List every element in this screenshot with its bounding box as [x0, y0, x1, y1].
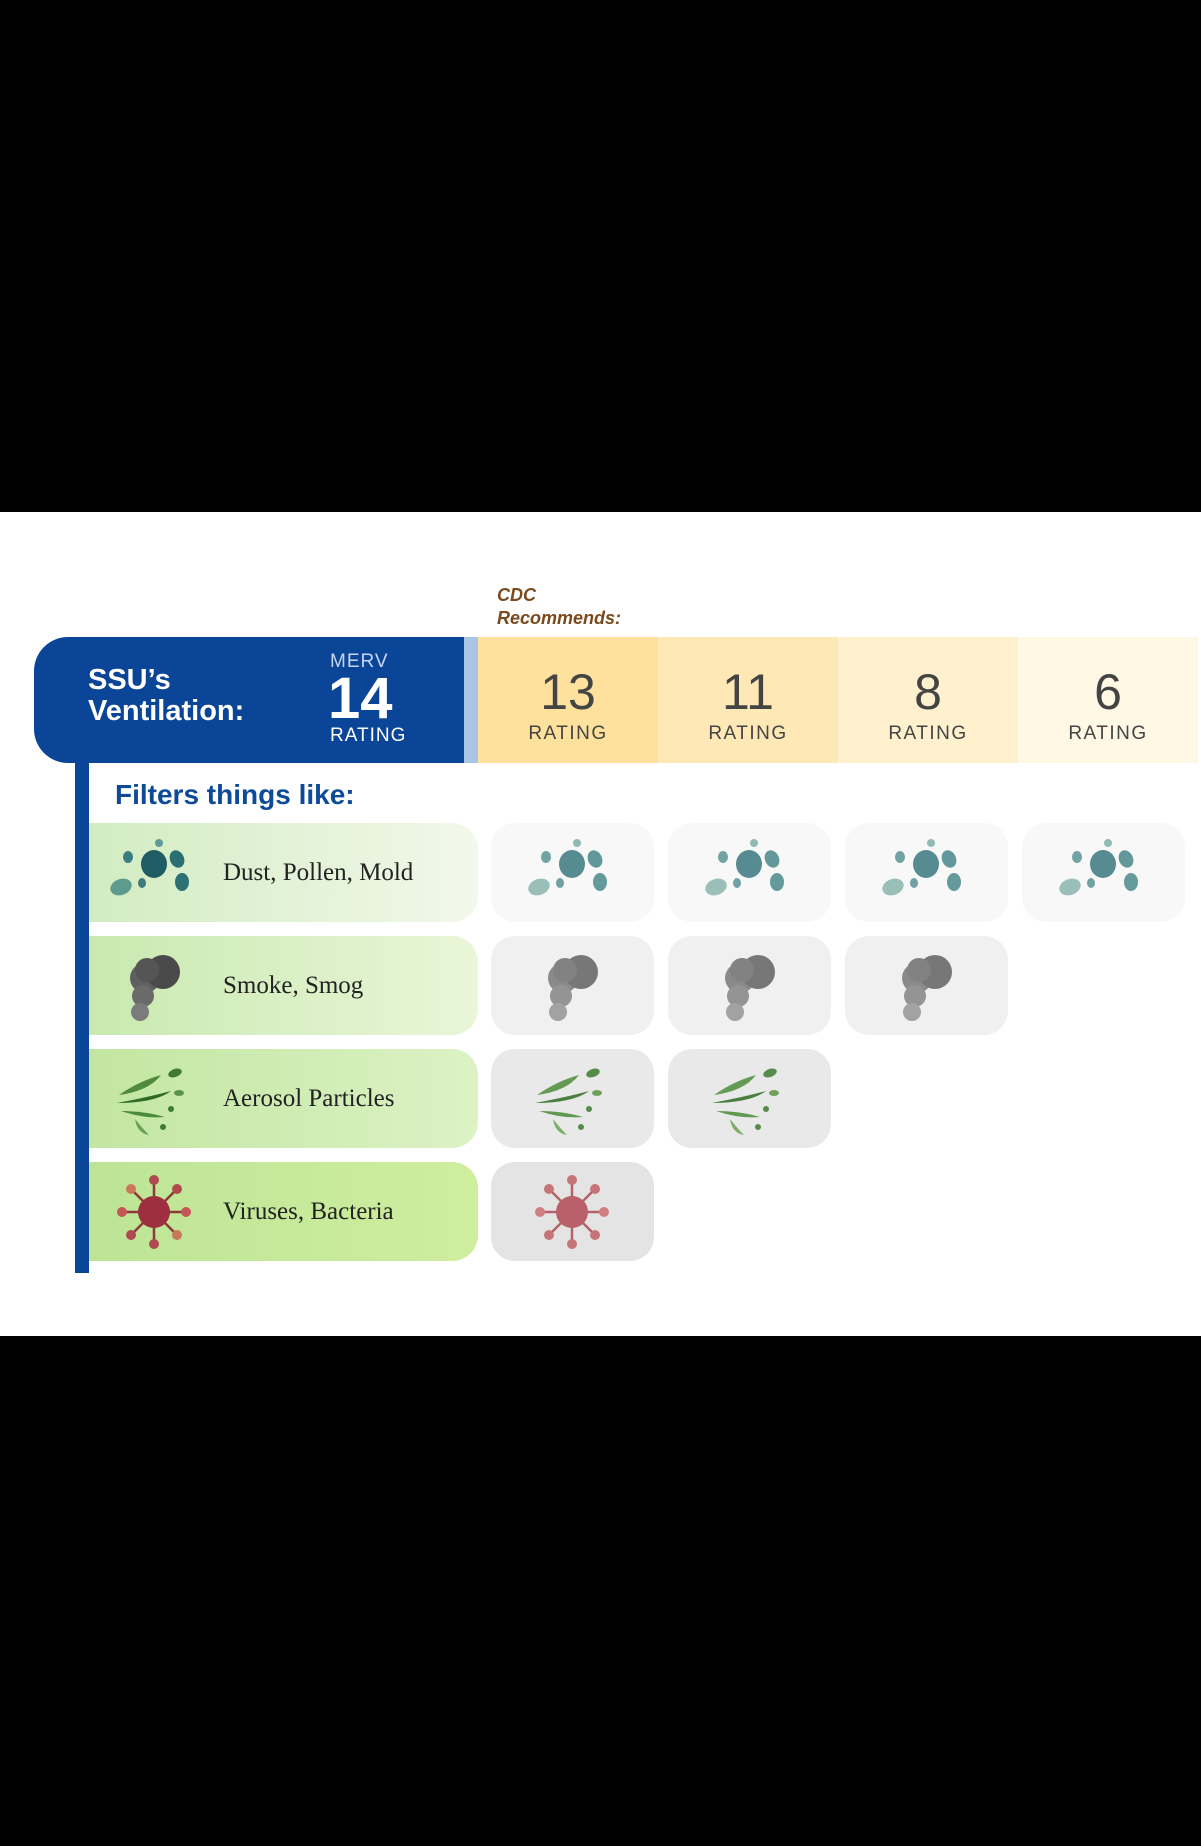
smoke-cell-rating-11	[668, 936, 831, 1035]
dust-pollen-mold-icon	[109, 835, 199, 911]
cdc-line-2: Recommends:	[497, 608, 622, 628]
virus-icon	[527, 1174, 617, 1250]
row-label-dust: Dust, Pollen, Mold	[89, 823, 478, 922]
rating-column-8: 8 RATING	[838, 637, 1018, 763]
aerosol-cell-rating-11	[668, 1049, 831, 1148]
row-label-text: Dust, Pollen, Mold	[223, 859, 414, 886]
ssu-title-line-1: SSU’s	[88, 664, 171, 696]
rating-value: 13	[540, 664, 596, 720]
row-label-text: Viruses, Bacteria	[223, 1198, 394, 1225]
smoke-icon	[109, 948, 199, 1024]
aerosol-icon	[527, 1061, 617, 1137]
cdc-recommends-label: CDC Recommends:	[497, 584, 621, 630]
aerosol-icon	[109, 1061, 199, 1137]
rating-value: 11	[722, 664, 774, 720]
smoke-icon	[527, 948, 617, 1024]
dust-cell-rating-6	[1022, 823, 1185, 922]
merv-label: MERV	[330, 651, 389, 672]
rating-value: 8	[914, 664, 942, 720]
rating-column-11: 11 RATING	[658, 637, 838, 763]
ssu-title: SSU’s Ventilation:	[88, 665, 288, 727]
dust-pollen-mold-icon	[1058, 835, 1148, 911]
virus-icon	[109, 1174, 199, 1250]
dust-cell-rating-8	[845, 823, 1008, 922]
rating-column-13: 13 RATING	[478, 637, 658, 763]
dust-pollen-mold-icon	[881, 835, 971, 911]
infographic-panel: CDC Recommends: SSU’s Ventilation: MERV …	[0, 512, 1201, 1336]
virus-cell-rating-13	[491, 1162, 654, 1261]
dust-cell-rating-11	[668, 823, 831, 922]
left-accent-bar	[75, 763, 89, 1273]
row-label-aerosol: Aerosol Particles	[89, 1049, 478, 1148]
dust-cell-rating-13	[491, 823, 654, 922]
aerosol-icon	[704, 1061, 794, 1137]
smoke-icon	[704, 948, 794, 1024]
rating-label: RATING	[888, 723, 968, 744]
dust-pollen-mold-icon	[704, 835, 794, 911]
row-label-smoke: Smoke, Smog	[89, 936, 478, 1035]
row-label-virus: Viruses, Bacteria	[89, 1162, 478, 1261]
row-label-text: Smoke, Smog	[223, 972, 364, 999]
merv-value: 14	[328, 666, 393, 731]
rating-value: 6	[1094, 664, 1122, 720]
rating-label: RATING	[1068, 723, 1148, 744]
ssu-title-line-2: Ventilation:	[88, 695, 245, 727]
cdc-line-1: CDC	[497, 585, 536, 605]
filters-title: Filters things like:	[115, 779, 355, 810]
header-separator	[464, 637, 478, 763]
aerosol-cell-rating-13	[491, 1049, 654, 1148]
merv-rating-label: RATING	[330, 725, 407, 746]
rating-column-6: 6 RATING	[1018, 637, 1198, 763]
smoke-cell-rating-13	[491, 936, 654, 1035]
smoke-icon	[881, 948, 971, 1024]
ssu-ventilation-tab: SSU’s Ventilation: MERV 14 RATING	[34, 637, 464, 763]
rating-label: RATING	[528, 723, 608, 744]
smoke-cell-rating-8	[845, 936, 1008, 1035]
row-label-text: Aerosol Particles	[223, 1085, 395, 1112]
rating-label: RATING	[708, 723, 788, 744]
dust-pollen-mold-icon	[527, 835, 617, 911]
